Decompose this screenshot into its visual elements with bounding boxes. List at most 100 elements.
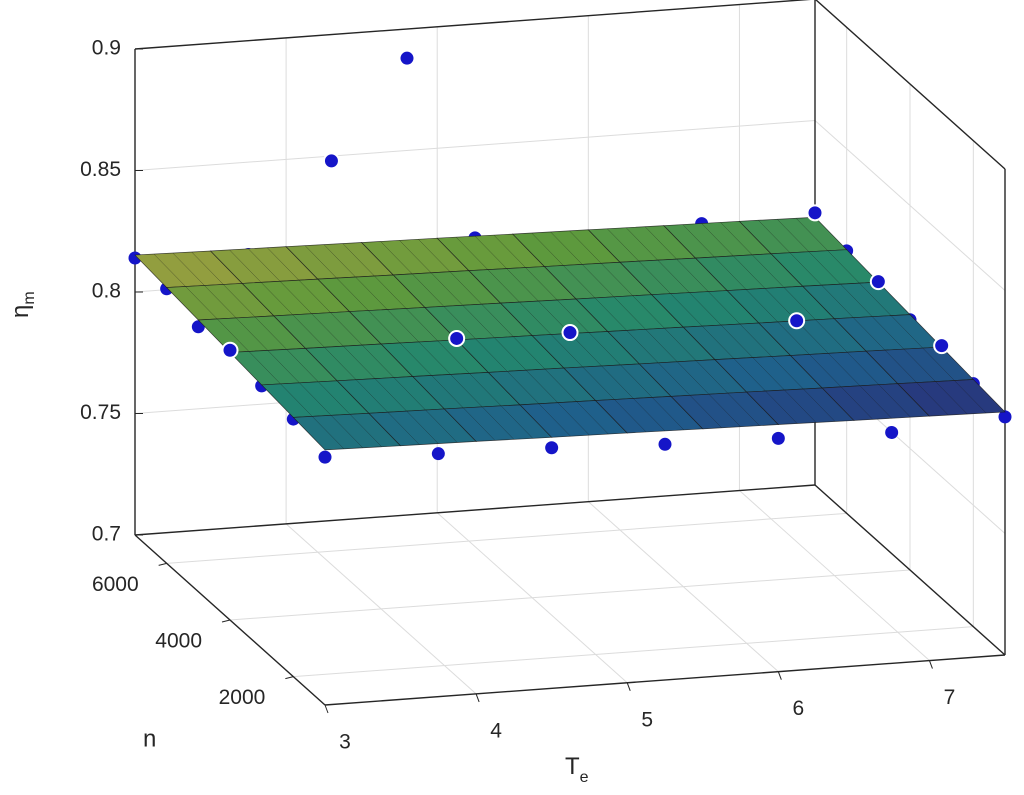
surface-mesh (739, 323, 772, 357)
y-tick-label: 4000 (155, 630, 202, 653)
surface-mesh (481, 304, 514, 337)
scatter-point (771, 431, 785, 445)
surface-mesh (387, 309, 420, 343)
surface-mesh (323, 244, 356, 278)
scatter-point (998, 410, 1012, 424)
surface-mesh (418, 239, 451, 272)
surface-mesh (676, 258, 709, 292)
tick-mark (221, 619, 231, 623)
surface-mesh (658, 362, 691, 396)
tick-mark (928, 660, 933, 669)
surface-mesh (644, 226, 677, 260)
surface-mesh (620, 364, 653, 398)
surface-mesh (594, 297, 627, 331)
surface-mesh (324, 347, 357, 380)
surface-mesh (878, 384, 911, 418)
surface-mesh (720, 222, 753, 256)
axis-line (814, 484, 1006, 656)
tick-mark (626, 682, 631, 691)
surface-mesh (223, 284, 256, 318)
surface-mesh (318, 381, 351, 415)
x-tick-label: 6 (792, 697, 804, 720)
surface-mesh (204, 285, 237, 319)
surface-mesh (821, 285, 854, 318)
surface-mesh (267, 350, 300, 384)
surface-mesh (355, 379, 388, 413)
surface-mesh (689, 395, 722, 428)
surface-mesh (500, 405, 533, 439)
grid-line (134, 120, 816, 171)
surface-mesh (727, 392, 760, 426)
surface-mesh (708, 394, 741, 427)
surface-mesh (387, 412, 420, 445)
z-tick-label: 0.75 (80, 401, 121, 424)
surface-mesh (689, 292, 722, 326)
surface-mesh (733, 358, 766, 392)
z-tick-label: 0.8 (92, 280, 121, 303)
surface-mesh (935, 381, 968, 415)
scatter-point (221, 341, 239, 359)
surface-mesh (412, 273, 445, 307)
grid-line (166, 512, 847, 564)
surface-mesh (771, 356, 804, 390)
x-axis-label: Te (565, 753, 589, 786)
surface-mesh (657, 259, 690, 293)
surface-mesh (482, 406, 515, 440)
scatter-point (431, 447, 445, 461)
surface-mesh (312, 416, 345, 450)
surface-mesh (765, 390, 798, 424)
surface-mesh (758, 220, 791, 253)
surface-mesh (777, 321, 810, 355)
surface-mesh (487, 269, 520, 303)
surface-mesh (531, 232, 564, 266)
axis-line (134, 534, 326, 706)
y-tick-label: 2000 (219, 686, 266, 709)
surface-mesh (582, 264, 615, 298)
surface-mesh (783, 287, 816, 320)
surface-mesh (550, 231, 583, 265)
surface-mesh (368, 310, 401, 344)
surface-mesh (374, 378, 407, 412)
surface-mesh (601, 365, 634, 399)
surface-mesh (304, 245, 337, 279)
surface-mesh (625, 227, 658, 261)
surface-mesh (248, 248, 281, 282)
surface-mesh (614, 399, 647, 433)
surface-mesh (582, 366, 615, 400)
surface-mesh (380, 241, 413, 275)
surface-mesh (563, 265, 596, 299)
surface-mesh (550, 334, 583, 368)
surface-mesh (638, 261, 671, 294)
z-axis-label-main: η (7, 305, 34, 318)
surface-mesh (362, 344, 395, 378)
surface-mesh (430, 272, 463, 306)
surface-mesh (695, 360, 728, 394)
z-tick-label: 0.7 (92, 523, 121, 546)
surface-mesh (840, 284, 873, 317)
surface-mesh (449, 271, 482, 305)
surface-mesh (752, 357, 785, 391)
surface (134, 216, 1006, 451)
scatter-point (561, 324, 579, 342)
surface-mesh (330, 415, 363, 448)
surface-mesh (260, 282, 293, 315)
scatter-point (318, 450, 332, 464)
surface-mesh (626, 330, 659, 364)
tick-mark (777, 671, 782, 680)
x-axis-label-sub: e (580, 769, 589, 786)
scatter-point (788, 312, 806, 330)
surface-mesh (557, 299, 590, 333)
scatter-point (322, 152, 340, 170)
surface-mesh (884, 349, 917, 383)
surface-mesh (777, 219, 810, 252)
surface-mesh (569, 230, 602, 264)
surface-mesh (267, 247, 300, 281)
surface-mesh (733, 255, 766, 289)
surface-mesh (664, 328, 697, 361)
surface-mesh (827, 250, 860, 284)
surface-mesh (916, 382, 949, 416)
surface-mesh (803, 388, 836, 422)
surface-mesh (292, 314, 325, 348)
surface-mesh (507, 371, 540, 404)
